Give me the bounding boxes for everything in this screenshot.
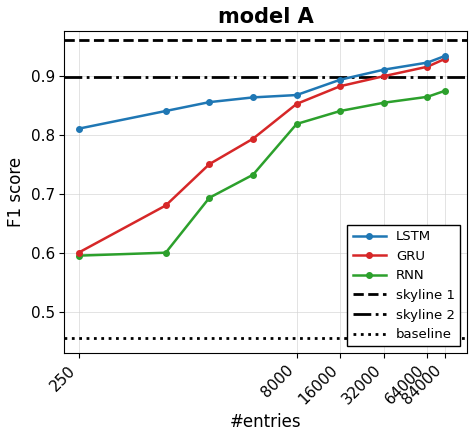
- LSTM: [425, 60, 430, 65]
- RNN: [294, 121, 300, 127]
- LSTM: [250, 95, 256, 100]
- GRU: [425, 64, 430, 69]
- Title: model A: model A: [218, 7, 314, 27]
- RNN: [425, 94, 430, 99]
- Line: LSTM: LSTM: [76, 53, 447, 131]
- Line: GRU: GRU: [76, 56, 447, 255]
- GRU: [163, 203, 169, 208]
- GRU: [207, 162, 212, 167]
- LSTM: [207, 99, 212, 105]
- Y-axis label: F1 score: F1 score: [7, 157, 25, 227]
- GRU: [294, 101, 300, 106]
- RNN: [442, 88, 447, 94]
- RNN: [76, 253, 82, 258]
- RNN: [381, 100, 387, 106]
- GRU: [442, 57, 447, 62]
- RNN: [250, 172, 256, 177]
- LSTM: [163, 108, 169, 113]
- GRU: [381, 74, 387, 79]
- RNN: [163, 250, 169, 255]
- LSTM: [381, 67, 387, 72]
- LSTM: [442, 53, 447, 59]
- GRU: [250, 136, 256, 141]
- LSTM: [337, 77, 343, 82]
- RNN: [337, 108, 343, 113]
- Line: RNN: RNN: [76, 88, 447, 258]
- Legend: LSTM, GRU, RNN, skyline 1, skyline 2, baseline: LSTM, GRU, RNN, skyline 1, skyline 2, ba…: [347, 225, 460, 346]
- LSTM: [294, 92, 300, 98]
- GRU: [337, 84, 343, 89]
- RNN: [207, 195, 212, 201]
- X-axis label: #entries: #entries: [230, 413, 301, 431]
- GRU: [76, 250, 82, 255]
- LSTM: [76, 126, 82, 131]
